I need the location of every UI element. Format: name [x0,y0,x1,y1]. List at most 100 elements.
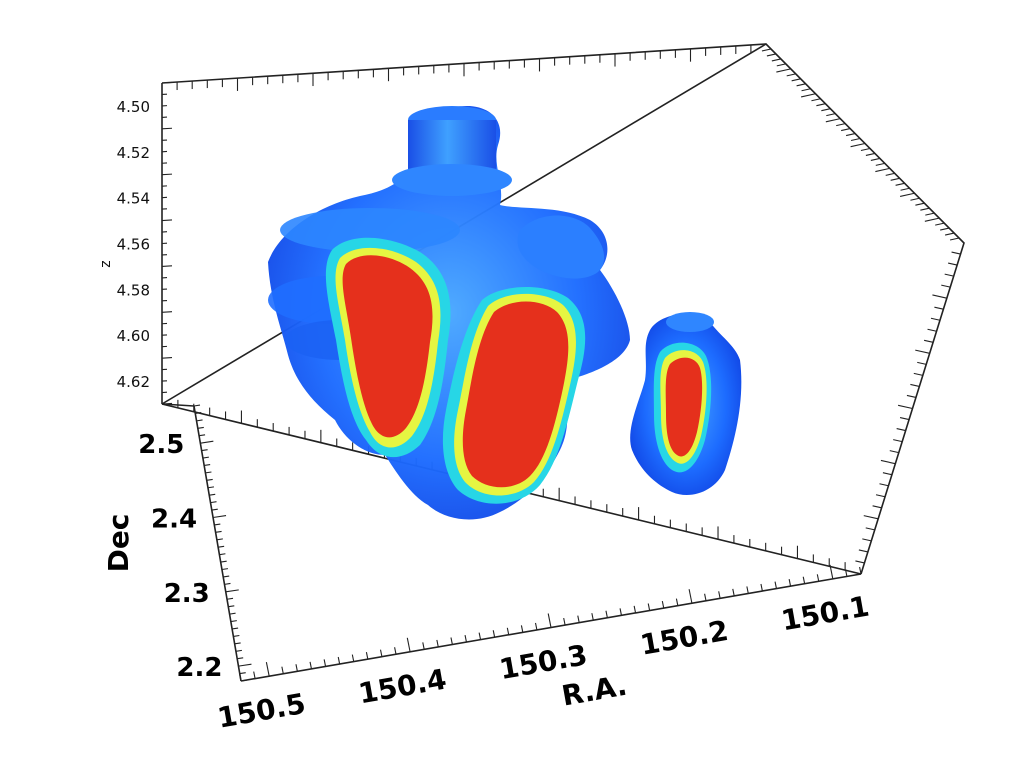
dec-minor-tick [221,568,229,571]
back-edge-tick [766,53,777,57]
ra-minor-tick [394,647,397,655]
back-edge-tick [836,123,846,127]
back-edge-tick [872,505,882,509]
back-edge-tick [845,133,856,137]
disc-layer-1 [280,208,460,252]
back-edge-tick [927,328,937,332]
dec-tick-label: 2.4 [151,504,197,534]
back-edge-tick [825,118,841,123]
dec-minor-tick [233,634,240,637]
core-left [342,255,433,438]
dec-minor-tick [240,679,248,682]
back-edge-tick [776,68,791,73]
z-minor-tick [161,402,173,405]
back-edge-tick [900,187,910,191]
core-middle [462,301,569,488]
dec-minor-tick [214,523,221,526]
dec-minor-tick [200,440,214,444]
back-edge-tick [862,538,872,542]
ra-minor-tick [760,583,763,592]
z-minor-tick [161,265,173,267]
core-right [665,357,703,457]
ra-minor-tick [379,649,383,657]
dec-minor-tick [210,501,217,504]
ra-minor-tick [619,608,622,616]
back-edge-tick [786,73,796,77]
back-edge-tick [875,167,890,173]
dec-minor-tick [238,663,252,667]
dec-minor-tick [211,508,218,511]
back-edge-tick [923,339,934,343]
z-minor-tick [161,173,173,176]
back-edge-tick [925,212,935,216]
back-edge-tick [941,284,951,288]
back-edge-tick [858,549,868,553]
ra-minor-tick [816,574,820,582]
dec-tick-label: 2.5 [138,430,184,460]
back-edge-tick [875,494,886,498]
back-edge-tick [949,237,960,241]
dec-tick-label: 2.3 [164,579,210,609]
back-edge-tick [771,58,781,62]
z-axis-label: z [98,260,114,267]
ra-minor-tick [591,613,594,621]
back-edge-tick [920,207,930,211]
back-edge-tick [875,162,885,166]
ra-minor-tick [534,622,538,631]
back-edge-ticks [176,44,961,571]
back-edge-tick [865,527,875,531]
back-edge-tick [940,227,950,231]
right-structure-top [666,312,714,332]
back-edge-tick [880,459,896,465]
back-edge-tick [865,152,876,156]
ra-minor-tick [829,564,834,579]
dec-minor-tick [219,553,226,556]
dec-minor-tick [195,411,202,414]
dec-axis-line [193,405,242,682]
z-minor-tick [161,81,173,84]
ra-minor-tick [478,632,482,640]
z-minor-tick [161,219,173,222]
back-edge-tick [791,78,801,82]
back-edge-tick [935,222,945,226]
ra-minor-tick [450,637,453,645]
back-edge-tick [951,251,961,255]
dec-minor-tick [205,471,212,474]
back-edge-tick [796,83,806,87]
back-edge-tick [870,157,880,161]
z-ticks: 4.50 4.52 4.54 4.56 4.58 4.60 4.62 [117,81,173,405]
ra-minor-tick [436,639,439,648]
back-edge-tick [899,416,910,421]
ra-minor-tick [295,664,298,672]
ra-tick-label: 150.2 [638,614,731,662]
back-edge-tick [826,113,836,117]
dec-minor-tick [209,493,216,496]
dec-minor-tick [197,426,204,429]
z-tick-label: 4.56 [117,236,150,254]
dec-minor-tick [224,582,231,585]
ra-minor-tick [239,673,242,682]
dec-minor-tick [237,657,244,660]
dec-minor-tick [202,456,209,459]
dec-minor-tick [204,464,211,467]
back-edge-tick [930,317,941,321]
ra-tick-label: 150.1 [779,590,872,638]
back-edge-tick [801,88,811,92]
ra-minor-tick [647,603,651,611]
ra-minor-tick [309,661,312,669]
dec-minor-tick [218,545,225,548]
dec-minor-tick [196,419,203,422]
dec-minor-tick [223,575,230,578]
back-edge-tick [944,273,954,277]
dec-ticks: 2.2 2.3 2.4 2.5 [138,404,252,683]
back-edge-tick [917,361,927,365]
ra-minor-tick [633,605,637,614]
ra-minor-tick [520,625,524,633]
dec-minor-tick [206,478,213,481]
ra-minor-tick [661,600,665,609]
back-edge-tick [944,232,955,236]
dec-minor-tick [239,672,246,675]
dec-minor-tick [234,642,241,645]
dec-minor-tick [235,649,243,652]
